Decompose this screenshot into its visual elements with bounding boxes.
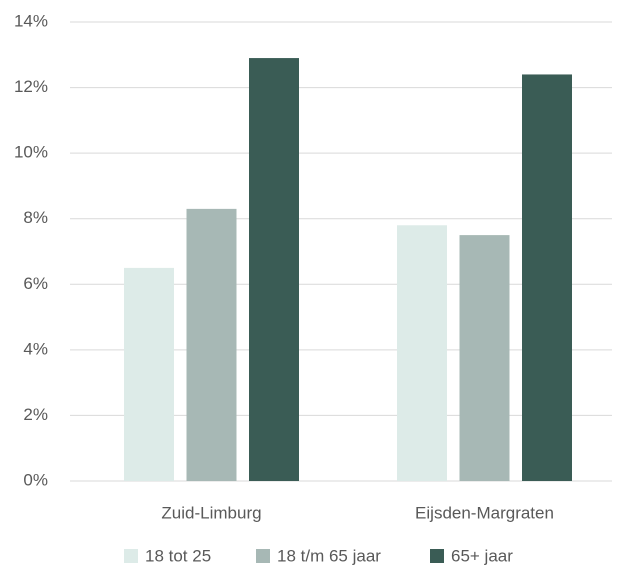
- bar: [124, 267, 174, 481]
- legend-swatch: [124, 549, 138, 563]
- bar: [249, 58, 299, 482]
- y-tick-label: 10%: [14, 143, 48, 162]
- legend-label: 18 tot 25: [145, 546, 211, 565]
- x-tick-label: Eijsden-Margraten: [415, 503, 554, 522]
- x-tick-label: Zuid-Limburg: [161, 503, 261, 522]
- y-tick-label: 8%: [23, 208, 48, 227]
- y-tick-label: 0%: [23, 470, 48, 489]
- y-tick-label: 4%: [23, 339, 48, 358]
- legend-swatch: [256, 549, 270, 563]
- legend-label: 65+ jaar: [451, 546, 513, 565]
- bar: [522, 74, 572, 481]
- y-tick-label: 6%: [23, 274, 48, 293]
- bar: [459, 235, 510, 481]
- y-tick-label: 14%: [14, 11, 48, 30]
- bar: [186, 208, 237, 481]
- legend-label: 18 t/m 65 jaar: [277, 546, 381, 565]
- legend-swatch: [430, 549, 444, 563]
- bar: [397, 225, 447, 481]
- y-tick-label: 2%: [23, 405, 48, 424]
- y-tick-label: 12%: [14, 77, 48, 96]
